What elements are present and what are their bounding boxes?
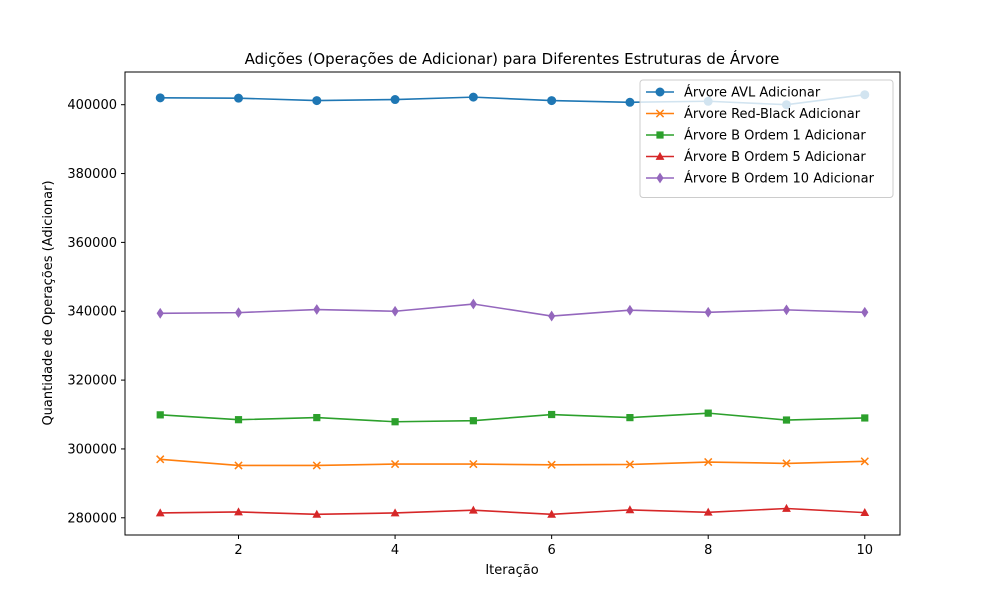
y-tick-label: 280000 [67, 511, 117, 526]
x-tick-label: 2 [234, 543, 242, 558]
data-point-s3-p10 [861, 414, 869, 422]
y-tick-label: 300000 [67, 442, 117, 457]
data-point-s2-p8 [704, 457, 713, 467]
data-point-s3-p3 [313, 414, 321, 422]
data-point-s4-p3 [312, 509, 322, 518]
data-point-s4-p4 [390, 508, 400, 517]
legend-marker-1 [655, 87, 665, 97]
data-point-s4-p10 [860, 508, 870, 517]
data-point-s4-p8 [703, 507, 713, 516]
x-axis-label: Iteração [485, 563, 538, 578]
data-point-s3-p6 [548, 410, 556, 419]
legend-label-4: Árvore B Ordem 5 Adicionar [684, 149, 866, 165]
data-point-s5-p2 [234, 307, 243, 319]
data-point-s5-p1 [156, 307, 164, 319]
data-point-s5-p6 [548, 310, 556, 322]
data-point-s4-p2 [234, 507, 243, 516]
data-point-s5-p9 [782, 304, 791, 316]
series-line-4 [160, 507, 865, 516]
data-point-s2-p2 [234, 461, 243, 470]
legend-box [639, 79, 894, 198]
data-point-s4-p5 [468, 505, 478, 514]
y-tick-label: 340000 [67, 305, 117, 320]
data-point-s2-p9 [782, 459, 791, 468]
legend-label-3: Árvore B Ordem 1 Adicionar [684, 128, 866, 144]
data-point-s4-p1 [155, 508, 165, 517]
y-axis-label: Quantidade de Operações (Adicionar) [41, 180, 56, 425]
legend-marker-3 [656, 131, 664, 139]
series-line-2 [160, 458, 865, 467]
data-point-s5-p4 [391, 305, 399, 317]
axes-frame [124, 71, 901, 536]
data-point-s3-p9 [782, 416, 791, 424]
chart-title: Adições (Operações de Adicionar) para Di… [245, 49, 780, 68]
data-point-s2-p1 [156, 455, 165, 464]
data-point-s3-p5 [469, 417, 477, 425]
data-point-s2-p7 [625, 460, 635, 469]
data-point-s2-p6 [547, 460, 556, 469]
data-point-s3-p7 [626, 414, 634, 422]
data-point-s2-p10 [860, 457, 869, 466]
data-point-s3-p2 [234, 416, 243, 424]
data-point-s5-p7 [626, 304, 634, 316]
data-point-s4-p6 [547, 509, 557, 518]
data-point-s2-p4 [390, 459, 400, 469]
x-axis-ticks: 2 4 6 8 10 [234, 535, 873, 558]
legend-marker-5 [656, 172, 664, 184]
data-point-s2-p5 [469, 459, 478, 469]
data-point-s1-p7 [625, 97, 635, 107]
data-point-s5-p10 [861, 306, 869, 318]
data-point-s1-p1 [155, 93, 165, 103]
data-point-s5-p8 [704, 306, 712, 318]
data-point-s5-p3 [313, 304, 321, 315]
series-line-5 [160, 303, 865, 317]
data-point-s1-p5 [468, 92, 478, 102]
y-tick-label: 380000 [67, 167, 117, 182]
data-point-s3-p1 [156, 411, 164, 419]
y-axis-ticks: 280000 300000 320000 340000 360000 380000 4000… [67, 98, 125, 526]
y-tick-label: 320000 [67, 374, 117, 389]
series-line-3 [160, 412, 865, 423]
data-point-s3-p8 [704, 409, 712, 417]
data-point-s4-p7 [625, 505, 635, 514]
x-tick-label: 4 [391, 543, 399, 558]
data-point-s5-p5 [469, 298, 477, 310]
axes [124, 71, 901, 536]
legend-label-1: Árvore AVL Adicionar [684, 85, 821, 101]
data-point-s1-p2 [234, 93, 244, 103]
y-tick-label: 360000 [67, 236, 117, 251]
x-tick-label: 8 [704, 543, 712, 558]
data-point-s1-p4 [390, 95, 400, 105]
legend-marker-4 [655, 151, 665, 160]
legend-label-2: Árvore Red-Black Adicionar [684, 106, 861, 122]
data-point-s1-p3 [312, 96, 322, 106]
legend: Árvore AVL Adicionar Árvore Red-Black Adi… [639, 79, 894, 198]
x-tick-label: 10 [856, 543, 873, 558]
data-point-s3-p4 [391, 418, 399, 426]
x-tick-label: 6 [548, 543, 556, 558]
legend-label-5: Árvore B Ordem 10 Adicionar [684, 171, 875, 187]
legend-marker-2 [655, 109, 665, 118]
data-point-s4-p9 [782, 503, 791, 512]
data-point-s1-p6 [547, 96, 557, 106]
y-tick-label: 400000 [67, 98, 117, 113]
series-markers [155, 90, 870, 518]
data-point-s2-p3 [312, 461, 321, 470]
